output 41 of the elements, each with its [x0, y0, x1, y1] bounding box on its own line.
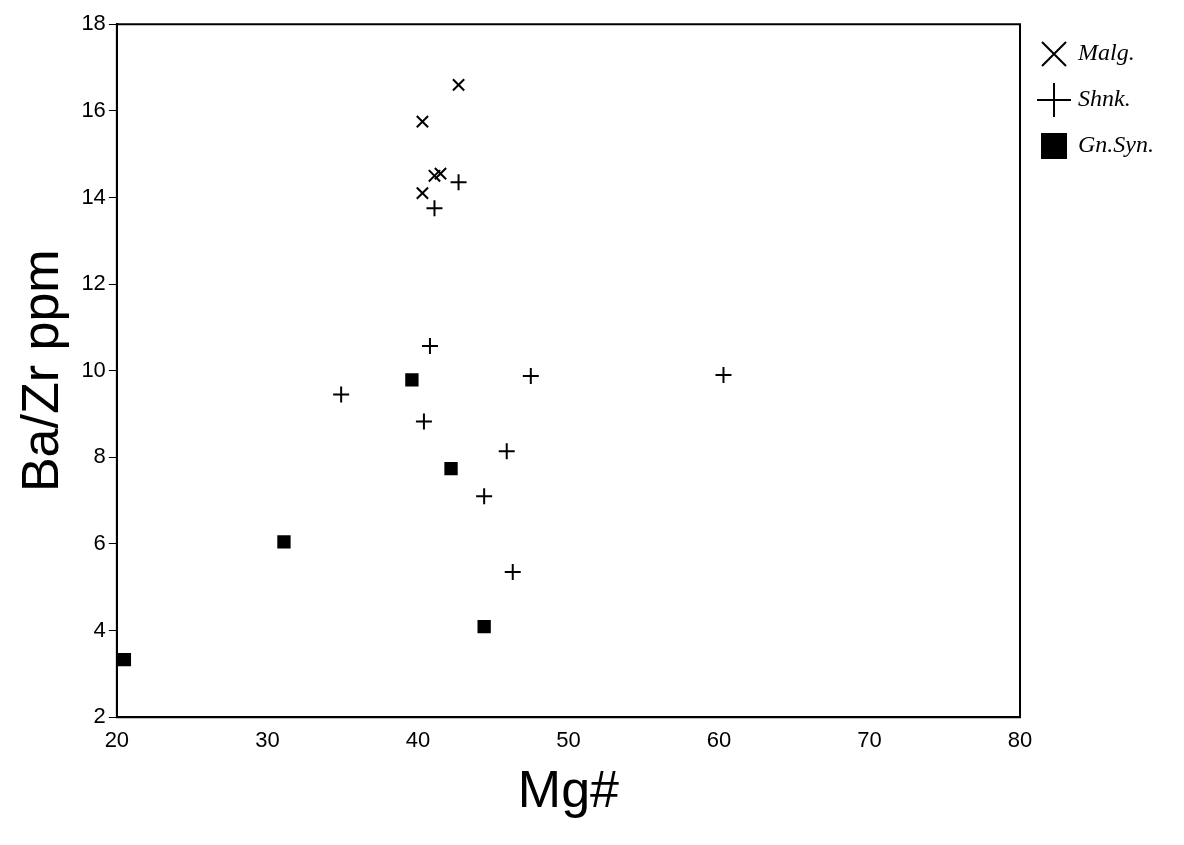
x-tick-label: 50: [556, 727, 581, 753]
point: [277, 535, 291, 549]
y-tick-label: 4: [93, 616, 106, 642]
point: [521, 366, 540, 385]
x-tick-label: 70: [857, 727, 882, 753]
point: [405, 373, 419, 387]
legend-label: Malg.: [1077, 39, 1135, 66]
legend-label: Shnk.: [1078, 85, 1131, 112]
point: [497, 442, 516, 461]
point: [415, 186, 430, 200]
point: [427, 169, 442, 183]
x-tick-label: 20: [104, 727, 130, 753]
y-axis-title: Ba/Zr ppm: [10, 249, 69, 493]
point: [414, 412, 433, 431]
x-tick-label: 80: [1007, 727, 1033, 753]
x-axis-title: Mg#: [517, 760, 620, 819]
x-tick-label: 40: [405, 727, 431, 753]
y-tick-label: 2: [93, 703, 106, 729]
x-tick-label: 30: [255, 727, 280, 753]
y-tick-label: 6: [93, 530, 106, 556]
point: [449, 173, 468, 192]
point: [477, 620, 491, 634]
y-tick-label: 16: [81, 96, 106, 122]
point: [444, 461, 458, 476]
point: [332, 385, 351, 404]
point: [117, 652, 132, 667]
point: [503, 563, 522, 582]
y-tick-label: 10: [81, 356, 106, 382]
point: [425, 199, 444, 218]
point: [433, 166, 448, 181]
x-tick-label: 60: [706, 727, 732, 753]
legend-label: Gn.Syn.: [1078, 131, 1154, 158]
point: [420, 337, 439, 356]
y-tick-label: 12: [81, 270, 106, 296]
point: [415, 115, 430, 129]
y-tick-label: 14: [81, 183, 106, 209]
point: [714, 366, 733, 385]
point: [451, 78, 466, 92]
point: [475, 487, 494, 506]
y-tick-label: 18: [81, 10, 106, 36]
y-tick-label: 8: [93, 443, 106, 469]
